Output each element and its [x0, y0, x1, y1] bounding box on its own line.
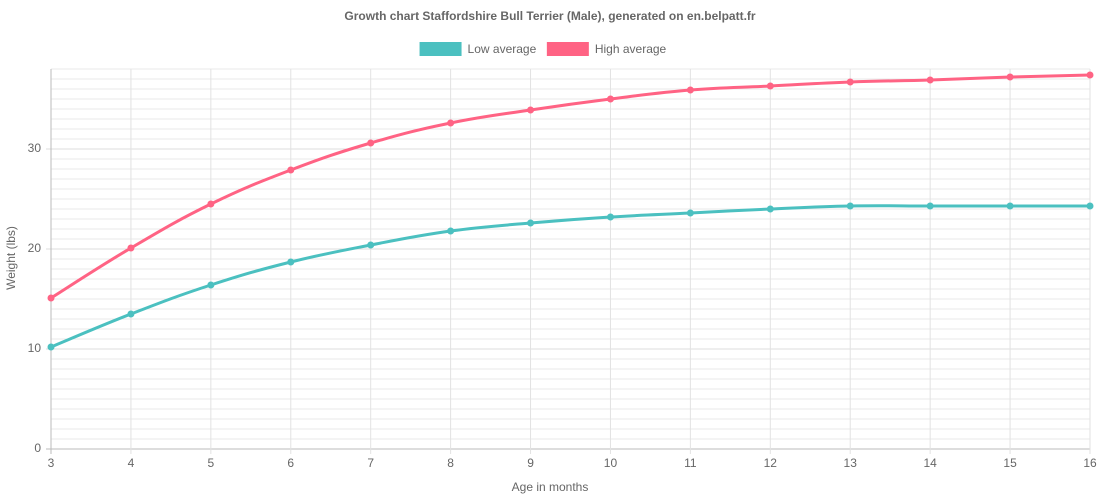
y-tick-label: 10 [28, 341, 42, 355]
legend-swatch [546, 42, 589, 56]
data-point [766, 82, 774, 90]
data-point [47, 294, 55, 302]
data-point [686, 209, 694, 217]
data-point [1086, 71, 1094, 79]
data-point [846, 78, 854, 86]
data-point [606, 213, 614, 221]
data-point [1086, 202, 1094, 210]
data-point [47, 343, 55, 351]
y-tick-label: 30 [28, 141, 42, 155]
data-point [1006, 73, 1014, 81]
x-tick-label: 9 [527, 456, 534, 470]
legend-label: High average [595, 42, 667, 56]
data-point [527, 106, 535, 114]
x-tick-label: 3 [48, 456, 55, 470]
data-point [447, 227, 455, 235]
y-axis-label: Weight (lbs) [4, 226, 18, 290]
x-tick-label: 15 [1003, 456, 1017, 470]
x-tick-label: 8 [447, 456, 454, 470]
data-point [1006, 202, 1014, 210]
x-tick-label: 11 [684, 456, 697, 470]
data-point [606, 95, 614, 103]
y-tick-label: 0 [34, 441, 41, 455]
x-tick-label: 5 [208, 456, 215, 470]
data-point [207, 281, 215, 289]
x-tick-label: 12 [764, 456, 778, 470]
data-point [127, 310, 135, 318]
x-axis-label: Age in months [512, 480, 589, 494]
data-point [127, 244, 135, 252]
chart-title: Growth chart Staffordshire Bull Terrier … [344, 9, 756, 23]
x-tick-label: 14 [923, 456, 937, 470]
data-point [926, 76, 934, 84]
series-line [50, 204, 1090, 349]
x-tick-label: 4 [128, 456, 135, 470]
data-point [686, 86, 694, 94]
data-point [367, 139, 375, 147]
data-point [926, 202, 934, 210]
data-point [766, 205, 774, 213]
data-point [846, 202, 854, 210]
data-point [527, 219, 535, 227]
data-point [287, 258, 295, 266]
series-line [50, 73, 1091, 300]
data-point [207, 200, 215, 208]
y-tick-label: 20 [28, 241, 42, 255]
data-point [287, 166, 295, 174]
x-tick-label: 7 [367, 456, 374, 470]
data-point [447, 119, 455, 127]
x-tick-label: 13 [844, 456, 858, 470]
x-tick-label: 6 [287, 456, 294, 470]
x-tick-label: 16 [1083, 456, 1097, 470]
x-tick-label: 10 [604, 456, 618, 470]
legend-swatch [419, 42, 462, 56]
legend-label: Low average [468, 42, 537, 56]
data-point [367, 241, 375, 249]
